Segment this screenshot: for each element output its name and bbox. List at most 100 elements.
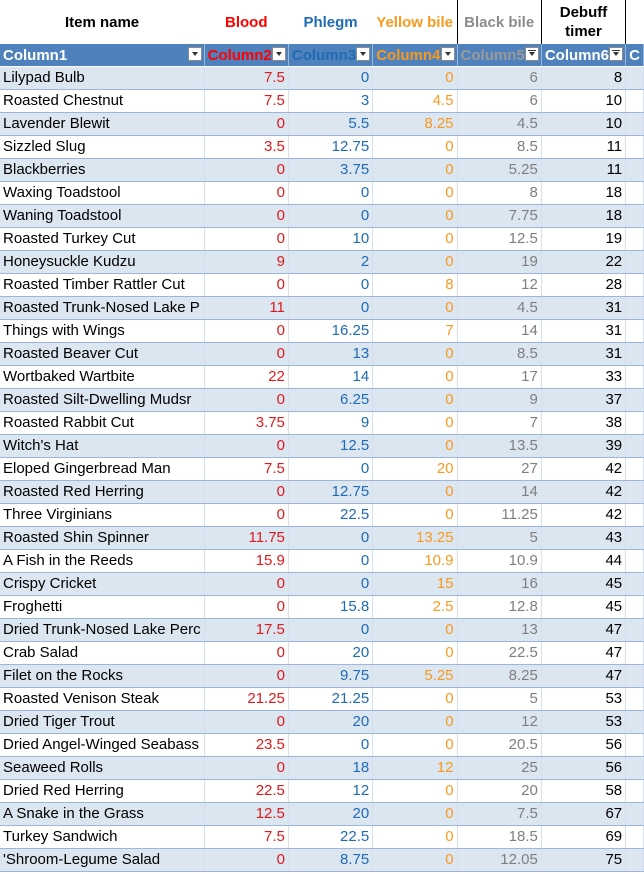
yellow-bile-cell[interactable]: 0: [372, 480, 458, 504]
yellow-bile-cell[interactable]: 0: [372, 158, 458, 182]
debuff-timer-cell[interactable]: 56: [540, 756, 627, 780]
spacer-cell[interactable]: [625, 687, 644, 711]
phlegm-cell[interactable]: 0: [288, 549, 374, 573]
blood-cell[interactable]: 0: [204, 319, 289, 343]
yellow-bile-cell[interactable]: 0: [372, 204, 458, 228]
black-bile-cell[interactable]: 14: [456, 319, 542, 343]
spacer-cell[interactable]: [625, 181, 644, 205]
spacer-cell[interactable]: [625, 411, 644, 435]
blood-cell[interactable]: 0: [204, 710, 289, 734]
item-name-cell[interactable]: Dried Trunk-Nosed Lake Perc: [0, 618, 205, 642]
blood-cell[interactable]: 3.75: [204, 411, 289, 435]
blood-cell[interactable]: 23.5: [204, 733, 289, 757]
yellow-bile-cell[interactable]: 0: [372, 503, 458, 527]
item-name-cell[interactable]: Waning Toadstool: [0, 204, 205, 228]
yellow-bile-cell[interactable]: 0: [372, 181, 458, 205]
spacer-cell[interactable]: [625, 227, 644, 251]
item-name-cell[interactable]: Roasted Rabbit Cut: [0, 411, 205, 435]
item-name-cell[interactable]: Lilypad Bulb: [0, 66, 205, 90]
item-name-cell[interactable]: Waxing Toadstool: [0, 181, 205, 205]
blood-cell[interactable]: 0: [204, 641, 289, 665]
header-column6[interactable]: Column6: [540, 44, 627, 67]
black-bile-cell[interactable]: 12: [456, 273, 542, 297]
spacer-cell[interactable]: [625, 434, 644, 458]
blood-cell[interactable]: 9: [204, 250, 289, 274]
debuff-timer-cell[interactable]: 28: [540, 273, 627, 297]
phlegm-cell[interactable]: 0: [288, 457, 374, 481]
phlegm-cell[interactable]: 15.8: [288, 595, 374, 619]
yellow-bile-cell[interactable]: 13.25: [372, 526, 458, 550]
phlegm-cell[interactable]: 16.25: [288, 319, 374, 343]
spacer-cell[interactable]: [625, 89, 644, 113]
black-bile-cell[interactable]: 11.25: [456, 503, 542, 527]
yellow-bile-cell[interactable]: 0: [372, 411, 458, 435]
black-bile-cell[interactable]: 7.5: [456, 802, 542, 826]
spacer-cell[interactable]: [625, 135, 644, 159]
black-bile-cell[interactable]: 20: [456, 779, 542, 803]
spacer-cell[interactable]: [625, 710, 644, 734]
spacer-cell[interactable]: [625, 365, 644, 389]
blood-cell[interactable]: 0: [204, 595, 289, 619]
black-bile-cell[interactable]: 13: [456, 618, 542, 642]
spacer-cell[interactable]: [625, 296, 644, 320]
spacer-cell[interactable]: [625, 848, 644, 872]
black-bile-cell[interactable]: 6: [456, 66, 542, 90]
debuff-timer-cell[interactable]: 11: [540, 158, 627, 182]
filter-dropdown-icon[interactable]: [187, 47, 202, 61]
debuff-timer-cell[interactable]: 47: [540, 664, 627, 688]
spacer-cell[interactable]: [625, 802, 644, 826]
debuff-timer-cell[interactable]: 8: [540, 66, 627, 90]
black-bile-cell[interactable]: 12.8: [456, 595, 542, 619]
item-name-cell[interactable]: Roasted Silt-Dwelling Mudsr: [0, 388, 205, 412]
item-name-cell[interactable]: Crispy Cricket: [0, 572, 205, 596]
phlegm-cell[interactable]: 12.5: [288, 434, 374, 458]
item-name-cell[interactable]: Lavender Blewit: [0, 112, 205, 136]
phlegm-cell[interactable]: 0: [288, 181, 374, 205]
debuff-timer-cell[interactable]: 10: [540, 112, 627, 136]
blood-cell[interactable]: 7.5: [204, 89, 289, 113]
blood-cell[interactable]: 7.5: [204, 66, 289, 90]
phlegm-cell[interactable]: 0: [288, 572, 374, 596]
yellow-bile-cell[interactable]: 7: [372, 319, 458, 343]
debuff-timer-cell[interactable]: 22: [540, 250, 627, 274]
item-name-cell[interactable]: A Snake in the Grass: [0, 802, 205, 826]
blood-cell[interactable]: 15.9: [204, 549, 289, 573]
item-name-cell[interactable]: Blackberries: [0, 158, 205, 182]
phlegm-cell[interactable]: 13: [288, 342, 374, 366]
blood-cell[interactable]: 0: [204, 480, 289, 504]
black-bile-cell[interactable]: 8.5: [456, 135, 542, 159]
debuff-timer-cell[interactable]: 31: [540, 342, 627, 366]
blood-cell[interactable]: 7.5: [204, 825, 289, 849]
spacer-cell[interactable]: [625, 250, 644, 274]
item-name-cell[interactable]: Witch's Hat: [0, 434, 205, 458]
phlegm-cell[interactable]: 14: [288, 365, 374, 389]
spacer-cell[interactable]: [625, 664, 644, 688]
blood-cell[interactable]: 0: [204, 434, 289, 458]
phlegm-cell[interactable]: 0: [288, 618, 374, 642]
blood-cell[interactable]: 0: [204, 227, 289, 251]
blood-cell[interactable]: 22.5: [204, 779, 289, 803]
yellow-bile-cell[interactable]: 8.25: [372, 112, 458, 136]
blood-cell[interactable]: 0: [204, 342, 289, 366]
blood-cell[interactable]: 3.5: [204, 135, 289, 159]
header-column7[interactable]: C: [625, 44, 644, 67]
black-bile-cell[interactable]: 12.05: [456, 848, 542, 872]
phlegm-cell[interactable]: 18: [288, 756, 374, 780]
spacer-cell[interactable]: [625, 158, 644, 182]
phlegm-cell[interactable]: 10: [288, 227, 374, 251]
blood-cell[interactable]: 0: [204, 756, 289, 780]
spacer-cell[interactable]: [625, 779, 644, 803]
yellow-bile-cell[interactable]: 0: [372, 779, 458, 803]
yellow-bile-cell[interactable]: 8: [372, 273, 458, 297]
item-name-cell[interactable]: Roasted Shin Spinner: [0, 526, 205, 550]
debuff-timer-cell[interactable]: 45: [540, 595, 627, 619]
spacer-cell[interactable]: [625, 480, 644, 504]
debuff-timer-cell[interactable]: 42: [540, 503, 627, 527]
spacer-cell[interactable]: [625, 549, 644, 573]
blood-cell[interactable]: 0: [204, 388, 289, 412]
item-name-cell[interactable]: Seaweed Rolls: [0, 756, 205, 780]
item-name-cell[interactable]: Dried Tiger Trout: [0, 710, 205, 734]
debuff-timer-cell[interactable]: 31: [540, 296, 627, 320]
phlegm-cell[interactable]: 0: [288, 526, 374, 550]
spacer-cell[interactable]: [625, 526, 644, 550]
